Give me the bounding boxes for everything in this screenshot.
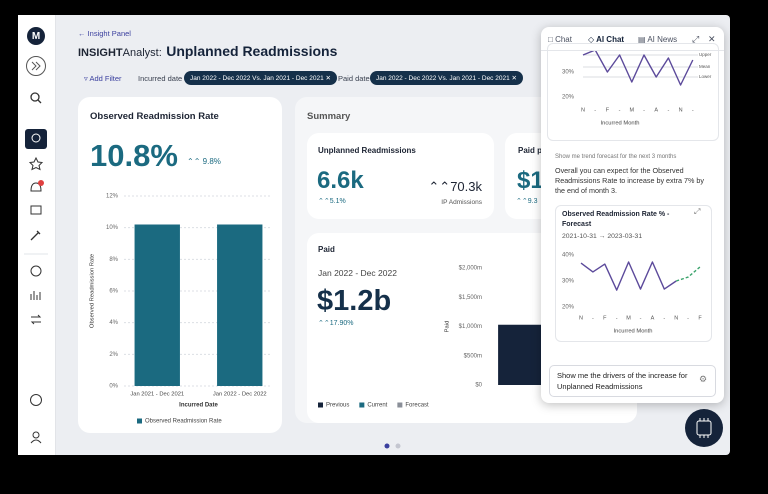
tab[interactable]: ▤ AI News [638,35,678,44]
tab-text: AI Chat [596,35,625,44]
expand-button[interactable]: ⤢ [692,34,700,44]
kpi-value: $1.2b [317,285,392,317]
tab-text: Chat [555,35,572,44]
add-filter[interactable]: ▿ Add Filter [84,74,122,83]
chip-text: Jan 2022 - Dec 2022 Vs. Jan 2021 - Dec 2… [190,75,324,82]
forecast-title: Observed Readmission Rate % - Forecast [562,211,670,228]
filter-label: Incurred date [138,74,183,83]
kpi-card: Unplanned Readmissions 6.6k ⌃⌃5.1% ⌃⌃70.… [307,133,494,219]
card-title: Paid p [518,146,543,155]
settings-icon[interactable]: ⚙ [699,374,708,384]
filter-label: Paid date [338,74,370,83]
sidebar [18,15,56,455]
kpi-secondary: ⌃⌃70.3k [428,179,482,194]
kpi-change: ⌃⌃9.3 [516,198,538,205]
back-link[interactable]: ← Insight Panel [78,29,131,38]
filter-chip[interactable]: Jan 2022 - Dec 2022 Vs. Jan 2021 - Dec 2… [370,71,523,85]
card-title: Observed Readmission Rate [90,111,219,122]
forecast-card: Observed Readmission Rate % - Forecast 2… [555,205,712,342]
chat-panel: □ Chat ◇ AI Chat ▤ AI News ⤢ ✕ Show me t… [541,27,724,403]
kpi-secondary-text: 70.3k [450,179,482,194]
kpi-change-text: 5.1% [329,198,346,205]
card-title: Unplanned Readmissions [318,146,416,155]
back-text: Insight Panel [87,29,131,38]
filter-chip[interactable]: Jan 2022 - Dec 2022 Vs. Jan 2021 - Dec 2… [184,71,337,85]
kpi-change-text: 9.3 [527,198,538,205]
kpi-value: 10.8% [90,138,178,173]
kpi-change: ⌃⌃ 9.8% [187,157,221,166]
chart-card [547,43,719,141]
kpi-value: 6.6k [317,167,364,194]
user-prompt: Show me trend forecast for the next 3 mo… [555,154,677,160]
kpi-change: ⌃⌃17.90% [318,320,354,327]
close-button[interactable]: ✕ [708,34,716,44]
add-filter-text: Add Filter [89,74,122,83]
chat-input[interactable]: Show me the drivers of the increase for … [549,365,716,397]
chat-input-text: Show me the drivers of the increase for … [557,371,688,391]
kpi-secondary-label: IP Admissions [441,199,482,206]
kpi-change-text: 17.90% [329,320,354,327]
page-title: INSIGHTAnalyst: Unplanned Readmissions [78,43,337,61]
tab-text: AI News [647,35,678,44]
tab[interactable]: □ Chat [548,35,572,44]
period: Jan 2022 - Dec 2022 [318,268,397,278]
forecast-range: 2021-10-31 → 2023-03-31 [562,233,643,240]
divider [541,50,724,51]
title: Unplanned Readmissions [166,43,338,59]
tab-active[interactable]: ◇ AI Chat [588,35,625,44]
kpi-change: ⌃⌃5.1% [318,198,346,205]
summary-title: Summary [307,111,351,122]
chip-text: Jan 2022 - Dec 2022 Vs. Jan 2021 - Dec 2… [376,75,510,82]
kpi-value: $1 [517,167,544,194]
expand-button[interactable]: ⤢ [694,207,701,216]
kpi-change-text: 9.8% [202,157,221,166]
brand: INSIGHT [78,47,123,59]
card-title: Paid [318,245,335,254]
brand-suffix: Analyst: [122,47,162,59]
ai-response: Overall you can expect for the Observed … [555,166,705,195]
